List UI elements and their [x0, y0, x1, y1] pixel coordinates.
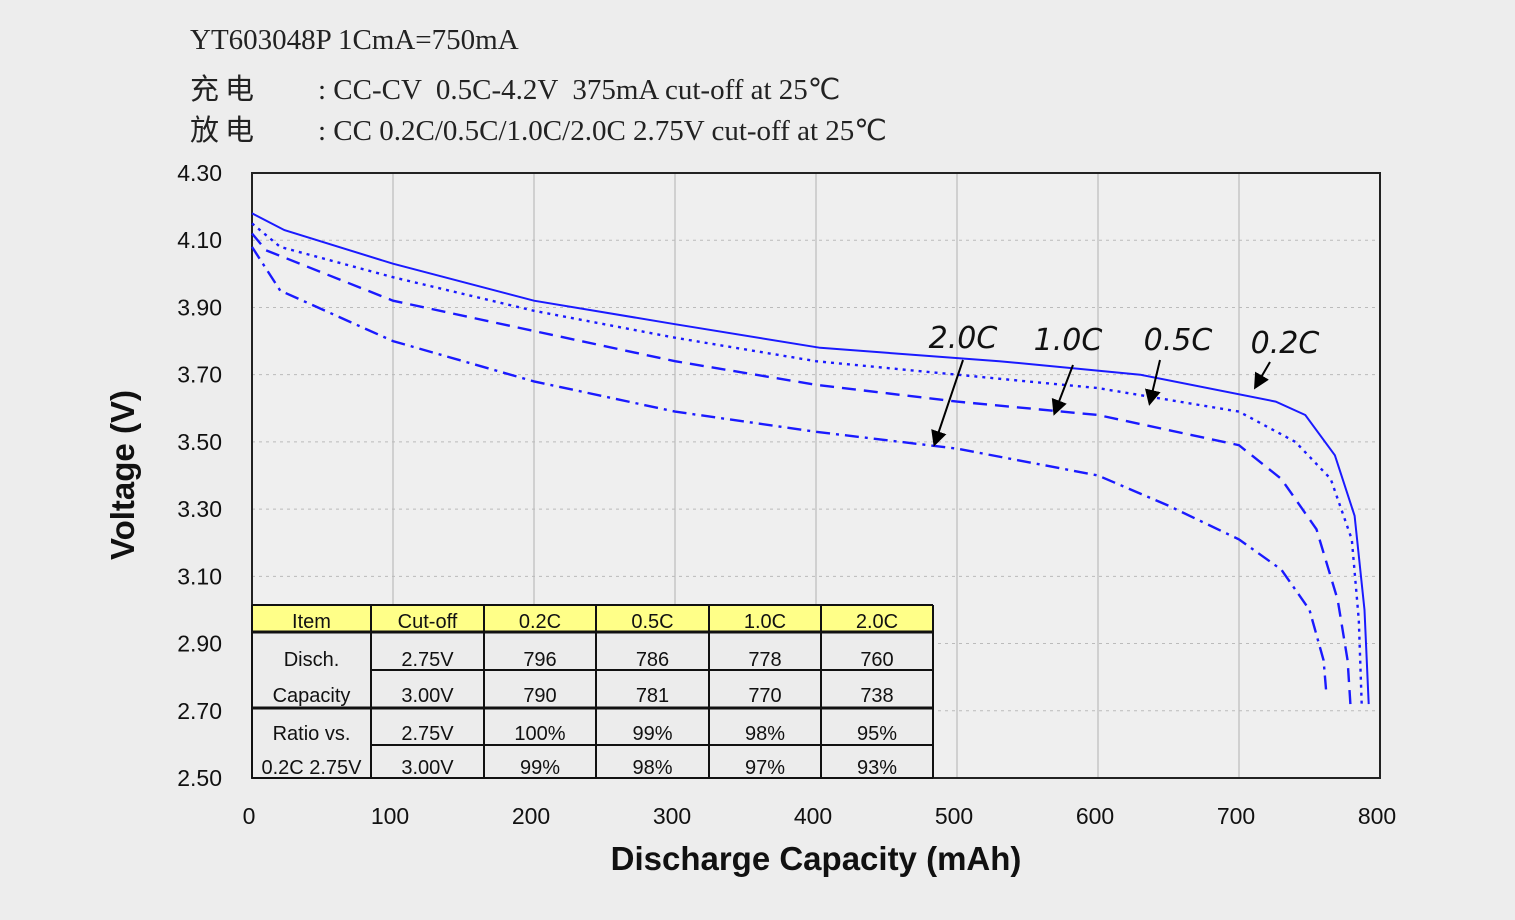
- table-header-cell: Item: [292, 611, 331, 633]
- x-tick-label: 200: [512, 803, 550, 829]
- y-tick-label: 3.30: [177, 496, 222, 522]
- table-header-cell: Cut-off: [398, 611, 458, 633]
- arrow-0.5C: [1144, 359, 1161, 406]
- table-cell: 100%: [514, 723, 565, 745]
- table-cell: 2.75V: [401, 723, 454, 745]
- discharge-text: : CC 0.2C/0.5C/1.0C/2.0C 2.75V cut-off a…: [318, 115, 887, 147]
- table-cell: 770: [748, 685, 781, 707]
- arrow-1.0C: [1051, 364, 1074, 416]
- table-header-cell: 1.0C: [744, 611, 786, 633]
- table-header-cell: 0.2C: [519, 611, 561, 633]
- table-cell: 99%: [632, 723, 672, 745]
- y-axis-label: Voltage (V): [104, 390, 141, 560]
- table-cell: 98%: [632, 757, 672, 779]
- rate-label-1.0C: 1.0C: [1034, 323, 1103, 358]
- x-axis-label: Discharge Capacity (mAh): [611, 840, 1022, 877]
- y-tick-label: 4.10: [177, 227, 222, 253]
- rate-label-0.5C: 0.5C: [1144, 323, 1213, 358]
- table-cell: 738: [860, 685, 893, 707]
- table-cell: 796: [523, 649, 556, 671]
- series-line-1.0C: [251, 232, 1352, 705]
- battery-title: YT603048P 1CmA=750mA: [190, 24, 519, 56]
- table-cell: 0.2C 2.75V: [261, 757, 362, 779]
- table-cell: Ratio vs.: [273, 723, 351, 745]
- x-tick-label: 100: [371, 803, 409, 829]
- x-tick-label: 0: [243, 803, 256, 829]
- table-cell: 97%: [745, 757, 785, 779]
- table-cell: 99%: [520, 757, 560, 779]
- x-tick-label: 300: [653, 803, 691, 829]
- table-header-cell: 2.0C: [856, 611, 898, 633]
- rate-label-2.0C: 2.0C: [929, 321, 998, 356]
- series-line-2.0C: [250, 246, 1328, 695]
- x-tick-label: 500: [935, 803, 973, 829]
- table-cell: 781: [636, 685, 669, 707]
- x-tick-label: 800: [1358, 803, 1396, 829]
- y-tick-label: 2.90: [177, 631, 222, 657]
- table-cell: 2.75V: [401, 649, 454, 671]
- discharge-spec: 放电 : CC 0.2C/0.5C/1.0C/2.0C 2.75V cut-off…: [190, 107, 887, 149]
- x-tick-label: 700: [1217, 803, 1255, 829]
- table-header-cell: 0.5C: [631, 611, 673, 633]
- table-cell: 778: [748, 649, 781, 671]
- table-body-bg: [252, 632, 933, 778]
- arrow-2.0C: [931, 359, 964, 447]
- series-line-0.5C: [251, 222, 1363, 705]
- charge-spec: 充电 : CC-CV 0.5C-4.2V 375mA cut-off at 25℃: [190, 66, 840, 108]
- y-tick-label: 3.90: [177, 294, 222, 320]
- series-line-0.2C: [251, 212, 1370, 705]
- rate-label-0.2C: 0.2C: [1251, 326, 1320, 361]
- y-tick-label: 3.50: [177, 429, 222, 455]
- x-tick-label: 400: [794, 803, 832, 829]
- y-tick-label: 4.30: [177, 160, 222, 186]
- table-cell: 93%: [857, 757, 897, 779]
- table-cell: 95%: [857, 723, 897, 745]
- y-tick-label: 2.70: [177, 698, 222, 724]
- table-header-bg: [252, 605, 933, 632]
- table-cell: 790: [523, 685, 556, 707]
- table-cell: Disch.: [284, 649, 340, 671]
- charge-label: 充电: [190, 74, 261, 106]
- discharge-label: 放电: [190, 115, 261, 147]
- arrow-0.2C: [1253, 361, 1271, 390]
- y-tick-label: 3.10: [177, 563, 222, 589]
- table-cell: 786: [636, 649, 669, 671]
- charge-text: : CC-CV 0.5C-4.2V 375mA cut-off at 25℃: [318, 74, 841, 106]
- x-tick-label: 600: [1076, 803, 1114, 829]
- table-cell: 760: [860, 649, 893, 671]
- y-tick-label: 2.50: [177, 765, 222, 791]
- table-cell: 3.00V: [401, 757, 454, 779]
- table-cell: 3.00V: [401, 685, 454, 707]
- table-cell: Capacity: [273, 685, 351, 707]
- y-tick-label: 3.70: [177, 362, 222, 388]
- table-cell: 98%: [745, 723, 785, 745]
